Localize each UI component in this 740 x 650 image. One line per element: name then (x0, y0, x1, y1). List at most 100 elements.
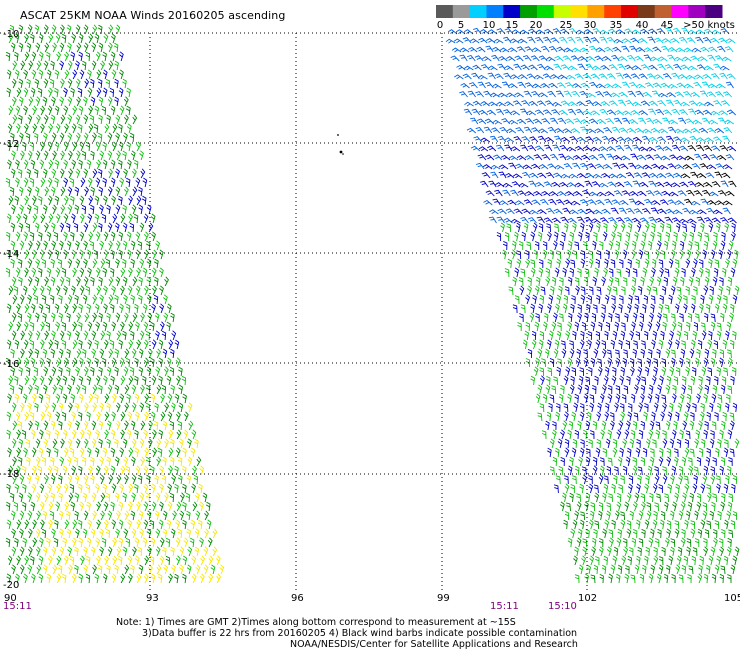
wind-barb (99, 240, 105, 251)
wind-barb (633, 412, 639, 422)
wind-barb (15, 231, 21, 242)
wind-barb (85, 483, 91, 494)
wind-barb (652, 439, 657, 449)
wind-barb (85, 285, 91, 296)
wind-barb (671, 465, 677, 476)
wind-barb (16, 321, 22, 332)
wind-barb (26, 42, 32, 53)
wind-barb (9, 132, 15, 143)
wind-barb (701, 81, 710, 89)
wind-barb (710, 474, 716, 485)
wind-barb (190, 447, 196, 458)
wind-barb (670, 474, 675, 485)
wind-barb (574, 393, 579, 404)
wind-barb (719, 573, 724, 584)
wind-barb (636, 483, 641, 494)
wind-barb (110, 51, 116, 62)
wind-barb (580, 250, 586, 260)
wind-barb (206, 519, 212, 530)
wind-barb (548, 198, 557, 206)
wind-barb (106, 366, 112, 377)
wind-barb (154, 474, 159, 485)
wind-barb (671, 72, 680, 80)
wind-barb (560, 216, 569, 224)
wind-barb (193, 474, 199, 485)
wind-barb (466, 127, 477, 134)
wind-barb (152, 447, 158, 458)
wind-barb (632, 501, 638, 512)
wind-barb (533, 249, 538, 260)
wind-barb (602, 447, 607, 458)
wind-barb (87, 177, 93, 188)
wind-barb (561, 348, 567, 359)
wind-barb (191, 483, 196, 494)
wind-barb (28, 240, 33, 251)
wind-barb (56, 555, 62, 566)
wind-barb (37, 87, 43, 98)
wind-barb (145, 240, 151, 251)
wind-barb (195, 492, 200, 503)
wind-barb (13, 375, 19, 386)
wind-barb (95, 465, 101, 476)
wind-barb (508, 286, 514, 296)
wind-barb (603, 483, 609, 494)
wind-barb (684, 155, 695, 161)
wind-barb (546, 223, 551, 233)
wind-barb (720, 217, 729, 224)
wind-barb (535, 393, 541, 404)
wind-barb (694, 438, 699, 449)
wind-barb (63, 483, 69, 494)
wind-barb (91, 42, 97, 53)
wind-barb (587, 163, 597, 170)
wind-barb (69, 555, 75, 566)
wind-barb (212, 546, 218, 557)
wind-barb (79, 501, 84, 512)
wind-barb (528, 28, 538, 35)
wind-barb (490, 135, 499, 143)
wind-barb (630, 393, 636, 404)
wind-barb (608, 217, 617, 224)
wind-barb (537, 348, 543, 359)
wind-barb (65, 222, 71, 233)
wind-barb (67, 42, 72, 53)
wind-barb (611, 519, 616, 530)
wind-barb (136, 339, 142, 350)
wind-barb (44, 402, 50, 413)
wind-barb (668, 47, 678, 53)
wind-barb (16, 447, 22, 458)
wind-barb (24, 411, 30, 422)
wind-barb (726, 145, 737, 152)
wind-barb (63, 249, 68, 260)
wind-barb (637, 154, 647, 161)
wind-barb (111, 69, 117, 80)
wind-barb (13, 501, 19, 512)
wind-barb (106, 420, 112, 431)
wind-barb (490, 92, 500, 98)
wind-barb (578, 56, 588, 62)
wind-barb (558, 285, 563, 296)
wind-barb (134, 393, 140, 404)
wind-barb (497, 208, 507, 215)
wind-barb (99, 546, 104, 557)
wind-barb (714, 171, 723, 179)
wind-barb (177, 456, 183, 467)
wind-barb (39, 501, 45, 512)
wind-barb (129, 366, 135, 377)
wind-barb (727, 217, 737, 224)
wind-barb (703, 145, 713, 152)
wind-barb (619, 295, 624, 304)
wind-barb (71, 537, 77, 548)
wind-barb (88, 105, 94, 116)
wind-barb (662, 38, 672, 44)
wind-barb (579, 447, 585, 458)
wind-barb (19, 240, 25, 251)
wind-barb (32, 123, 38, 134)
wind-barb (575, 29, 586, 35)
wind-barb (50, 492, 56, 503)
wind-barb (56, 483, 62, 494)
wind-barb (626, 207, 635, 215)
wind-barb (92, 564, 97, 575)
wind-barb (67, 204, 73, 215)
wind-barb (655, 429, 661, 440)
wind-barb (704, 529, 710, 539)
